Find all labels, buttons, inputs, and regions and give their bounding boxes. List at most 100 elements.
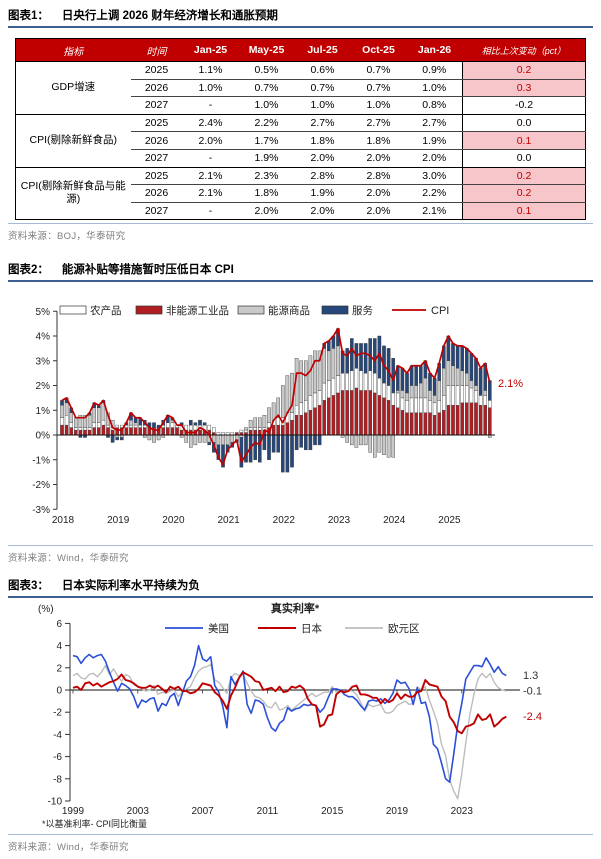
bar-segment [451, 343, 455, 366]
bar-segment [391, 392, 396, 406]
bar-segment [368, 434, 373, 453]
bar-segment [248, 419, 253, 428]
y-axis: 6 4 2 0 -2 -4 -6 -8 -10 [48, 619, 71, 808]
legend-label: 美国 [208, 622, 229, 635]
bar-segment [308, 434, 313, 451]
bar-segment [386, 348, 391, 386]
bar-segment [73, 429, 78, 436]
value-cell: 1.0% [294, 96, 351, 115]
bar-segment [147, 434, 152, 441]
bar-segment [78, 427, 83, 431]
bar-segment [60, 400, 64, 406]
value-cell: 2.0% [238, 202, 295, 220]
bar-segment [488, 380, 492, 401]
bar-segment [216, 434, 221, 446]
bar-segment [87, 427, 92, 431]
bar-segment [350, 390, 354, 436]
bar-segment [340, 390, 345, 436]
figure3-label: 图表3： [8, 580, 49, 592]
bar-segment [211, 427, 216, 433]
bar-segment [400, 367, 405, 391]
bar-segment [345, 372, 350, 391]
bar-segment [133, 427, 138, 436]
value-cell: 2.7% [406, 113, 463, 133]
bar-segment [165, 427, 170, 436]
bar-segment [432, 377, 437, 396]
legend-swatch [59, 305, 87, 315]
value-cell: 1.9% [294, 184, 351, 203]
bar-segment [170, 422, 175, 428]
bar-segment [244, 429, 248, 433]
x-tick-label: 2019 [107, 515, 130, 526]
x-tick-label: 2022 [273, 515, 296, 526]
y-tick-label: 5% [36, 307, 51, 318]
figure2-source: 资料来源：Wind，华泰研究 [8, 553, 129, 564]
bar-segment [92, 427, 96, 436]
bar-segment [294, 405, 299, 416]
value-cell: 1.9% [406, 131, 463, 150]
bar-segment [271, 434, 276, 453]
bar-segment [350, 338, 354, 371]
bar-segment [478, 367, 483, 396]
bar-segment [451, 405, 455, 436]
chart-legend: 美国 日本 欧元区 [165, 622, 420, 635]
year-cell: 2027 [130, 202, 183, 220]
cpi-line [61, 327, 491, 466]
bar-segment [170, 427, 175, 436]
figure2-title-rule [8, 280, 593, 282]
bar-segment [115, 437, 119, 441]
bar-segment [446, 385, 451, 406]
bar-segment [290, 419, 294, 436]
bar-segment [83, 414, 87, 428]
x-tick-label: 2020 [162, 515, 185, 526]
y-axis: 5% 4% 3% 2% 1% 0% -1% -2% -3% [32, 307, 58, 516]
change-cell: 0.0 [462, 149, 586, 168]
bar-segment [455, 345, 460, 369]
x-tick-label: 2024 [383, 515, 406, 526]
bar-segment [373, 338, 377, 374]
bar-segment [60, 424, 64, 436]
bar-segment [409, 412, 414, 436]
value-cell: 0.7% [294, 79, 351, 98]
value-cell: 0.7% [350, 79, 407, 98]
bar-segment [437, 400, 442, 413]
table-row: 2026 2.1% 1.8% 1.9% 2.0% 2.2% 0.2 [16, 184, 586, 203]
legend-label: 欧元区 [388, 623, 420, 635]
bar-segment [193, 422, 198, 426]
figure3-title: 日本实际利率水平持续为负 [61, 580, 200, 592]
bar-segment [271, 424, 276, 436]
bar-segment [87, 414, 92, 428]
value-cell: 0.8% [406, 96, 463, 115]
x-tick-label: 2019 [386, 806, 409, 816]
bar-segment [308, 410, 313, 436]
bar-segment [354, 387, 359, 436]
figure3-title-rule [8, 596, 593, 598]
bar-segment [78, 414, 83, 428]
table-header-row: 指标 时间 Jan-25 May-25 Jul-25 Oct-25 Jan-26 相比上次变动… [15, 38, 586, 62]
bar-segment [474, 402, 478, 436]
bar-segment [101, 419, 106, 426]
bar-segment [110, 429, 115, 436]
x-tick-label: 2025 [438, 515, 461, 526]
value-cell: 2.8% [294, 166, 351, 186]
bar-segment [428, 390, 432, 401]
bar-segment [285, 422, 290, 436]
figure2-heading: 图表2： 能源补贴等措施暂时压低日本 CPI [8, 261, 234, 277]
bar-segment [221, 434, 225, 446]
change-cell: 0.2 [462, 184, 586, 203]
value-cell: 1.0% [182, 79, 239, 98]
bar-segment [377, 434, 382, 453]
year-cell: 2025 [130, 113, 183, 133]
bar-segment [207, 424, 212, 431]
value-cell: 1.0% [238, 96, 295, 115]
bar-segment [363, 390, 368, 436]
bar-segment [106, 427, 110, 436]
bar-segment [474, 385, 478, 391]
bar-segment [317, 390, 322, 406]
bar-segment [396, 390, 400, 394]
bar-segment [313, 392, 317, 408]
bar-segment [474, 390, 478, 404]
value-cell: 2.4% [182, 113, 239, 133]
figure1-title-rule [8, 26, 593, 28]
table-row: GDP增速 2025 1.1% 0.5% 0.6% 0.7% 0.9% 0.2 [15, 61, 586, 115]
